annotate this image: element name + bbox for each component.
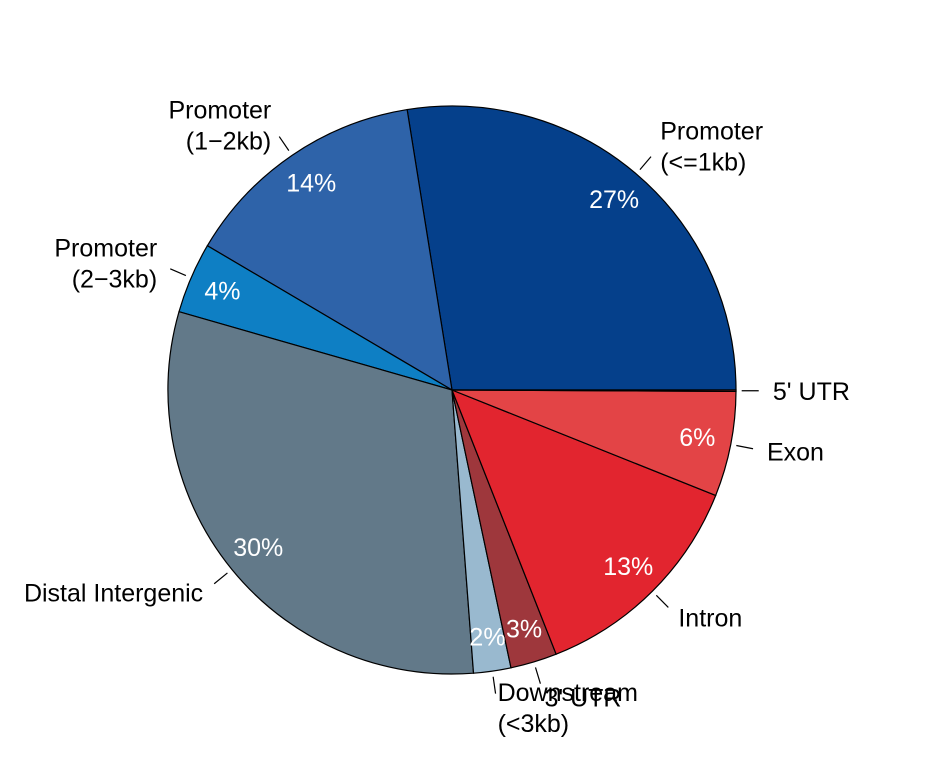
leader-line-distal-intergenic: [213, 572, 228, 585]
leader-line-promoter-1kb: [639, 156, 652, 170]
pie-slice-promoter-1-2kb: [206, 108, 453, 392]
pct-label-promoter-1-2kb: 14%: [286, 169, 336, 197]
category-label-line: (2−3kb): [72, 266, 157, 294]
category-label-line: Promoter: [54, 235, 157, 263]
category-label-line: Promoter: [168, 96, 271, 124]
leader-line-downstream-3kb: [492, 676, 497, 694]
category-label-exon: Exon: [767, 438, 824, 466]
pie-slice-5-utr: [451, 389, 737, 393]
leader-line-3-utr: [534, 667, 541, 684]
category-label-line: Exon: [767, 438, 824, 466]
leader-line-exon: [736, 444, 754, 450]
category-label-line: Downstream: [498, 679, 638, 707]
leader-line-promoter-2-3kb: [169, 268, 187, 277]
category-label-promoter-2-3kb: Promoter (2−3kb): [54, 235, 157, 294]
category-label-line: (<=1kb): [660, 148, 746, 176]
pct-label-distal-intergenic: 30%: [233, 534, 283, 562]
category-label-line: (<3kb): [498, 710, 570, 738]
category-label-line: Intron: [678, 605, 742, 633]
category-label-line: (1−2kb): [186, 127, 271, 155]
category-label-line: 3' UTR: [544, 684, 621, 712]
pct-label-promoter-2-3kb: 4%: [204, 277, 240, 305]
pie-slice-intron: [450, 388, 717, 655]
category-label-5-utr: 5' UTR: [773, 378, 850, 406]
pct-label-intron: 13%: [603, 553, 653, 581]
pct-label-promoter-1kb: 27%: [589, 186, 639, 214]
pct-label-3-utr: 3%: [506, 615, 542, 643]
leader-line-intron: [655, 594, 669, 608]
category-label-distal-intergenic: Distal Intergenic: [24, 580, 203, 608]
category-label-intron: Intron: [678, 605, 742, 633]
category-label-line: 5' UTR: [773, 378, 850, 406]
pct-label-downstream-3kb: 2%: [469, 623, 505, 651]
pie-slice-distal-intergenic: [167, 310, 475, 675]
category-label-promoter-1kb: Promoter (<=1kb): [660, 117, 763, 176]
pct-label-exon: 6%: [679, 424, 715, 452]
category-label-downstream-3kb: Downstream (<3kb): [498, 679, 638, 738]
category-label-promoter-1-2kb: Promoter (1−2kb): [168, 96, 271, 155]
category-label-line: Promoter: [660, 117, 763, 145]
category-label-line: Distal Intergenic: [24, 580, 203, 608]
pie-slice-promoter-1kb: [406, 105, 737, 391]
category-label-3-utr: 3' UTR: [544, 684, 621, 712]
leader-line-promoter-1-2kb: [278, 136, 290, 151]
